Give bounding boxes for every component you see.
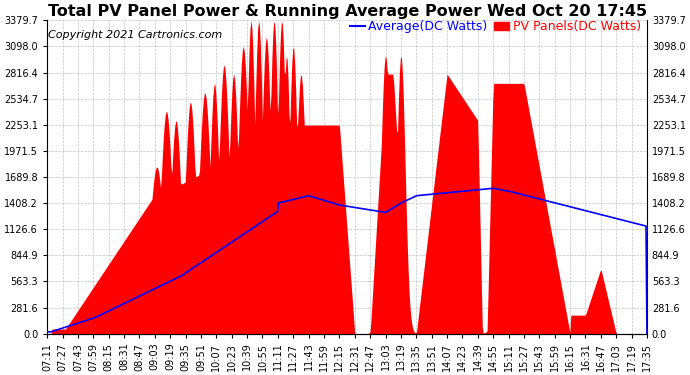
- Legend: Average(DC Watts), PV Panels(DC Watts): Average(DC Watts), PV Panels(DC Watts): [350, 20, 641, 33]
- Text: Copyright 2021 Cartronics.com: Copyright 2021 Cartronics.com: [48, 30, 223, 40]
- Title: Total PV Panel Power & Running Average Power Wed Oct 20 17:45: Total PV Panel Power & Running Average P…: [48, 4, 647, 19]
